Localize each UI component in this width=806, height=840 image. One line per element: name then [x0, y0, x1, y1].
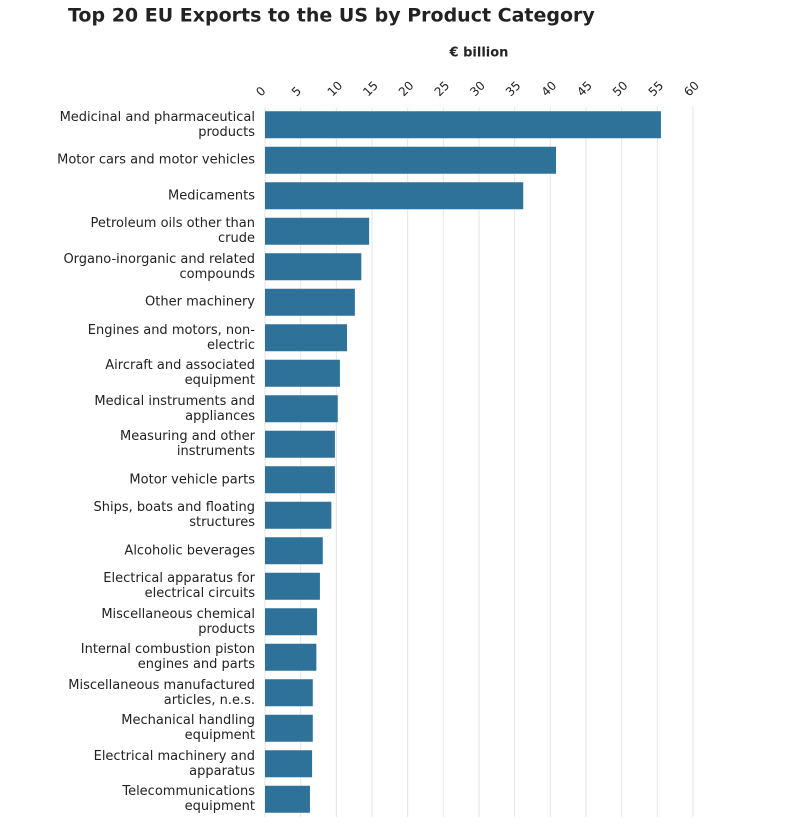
y-tick-label: Miscellaneous manufactured articles, n.e… [68, 677, 255, 708]
bar [265, 537, 323, 565]
y-tick-label: Alcoholic beverages [124, 543, 255, 559]
y-tick-label: Medicaments [168, 188, 255, 204]
y-tick-label: Electrical apparatus for electrical circ… [103, 571, 255, 602]
bar [265, 182, 524, 210]
bar [265, 395, 338, 423]
y-tick-label: Telecommunications equipment [122, 784, 255, 815]
y-tick-label: Aircraft and associated equipment [105, 358, 255, 389]
bar [265, 359, 340, 387]
bar [265, 253, 362, 281]
x-tick-label: 15 [360, 78, 381, 99]
x-tick-label: 0 [253, 84, 268, 99]
y-tick-label: Electrical machinery and apparatus [93, 748, 255, 779]
bar [265, 430, 335, 458]
bar [265, 714, 313, 742]
y-tick-label: Engines and motors, non-electric [87, 322, 255, 353]
x-tick-label: 20 [396, 78, 417, 99]
bar [265, 643, 317, 671]
bar [265, 111, 661, 139]
y-tick-label: Ships, boats and floating structures [93, 500, 255, 531]
y-tick-label: Medical instruments and appliances [94, 393, 255, 424]
axis-label: € billion [449, 46, 509, 61]
bar [265, 217, 370, 245]
x-tick-label: 25 [432, 78, 453, 99]
bar [265, 466, 335, 494]
x-tick-label: 5 [289, 84, 304, 99]
bar [265, 501, 332, 529]
bar [265, 679, 313, 707]
bar [265, 608, 318, 636]
y-tick-label: Miscellaneous chemical products [101, 606, 255, 637]
bar [265, 785, 310, 813]
x-tick-label: 55 [646, 78, 667, 99]
x-tick-label: 35 [503, 78, 524, 99]
y-tick-label: Internal combustion piston engines and p… [80, 642, 255, 673]
y-tick-label: Motor cars and motor vehicles [57, 152, 255, 168]
bar [265, 288, 355, 316]
bar [265, 146, 557, 174]
y-tick-label: Measuring and other instruments [120, 429, 255, 460]
x-tick-label: 50 [610, 78, 631, 99]
x-tick-label: 10 [325, 78, 346, 99]
y-tick-label: Organo-inorganic and related compounds [63, 251, 255, 282]
chart-title: Top 20 EU Exports to the US by Product C… [68, 5, 595, 27]
y-tick-label: Motor vehicle parts [129, 472, 255, 488]
y-tick-label: Other machinery [145, 294, 255, 310]
bar [265, 750, 313, 778]
y-tick-label: Mechanical handling equipment [121, 713, 255, 744]
x-tick-label: 40 [539, 78, 560, 99]
x-tick-label: 45 [574, 78, 595, 99]
x-tick-label: 30 [467, 78, 488, 99]
bar [265, 324, 348, 352]
y-tick-label: Medicinal and pharmaceutical products [59, 109, 255, 140]
x-tick-label: 60 [681, 78, 702, 99]
y-tick-label: Petroleum oils other than crude [90, 216, 255, 247]
bar [265, 572, 320, 600]
